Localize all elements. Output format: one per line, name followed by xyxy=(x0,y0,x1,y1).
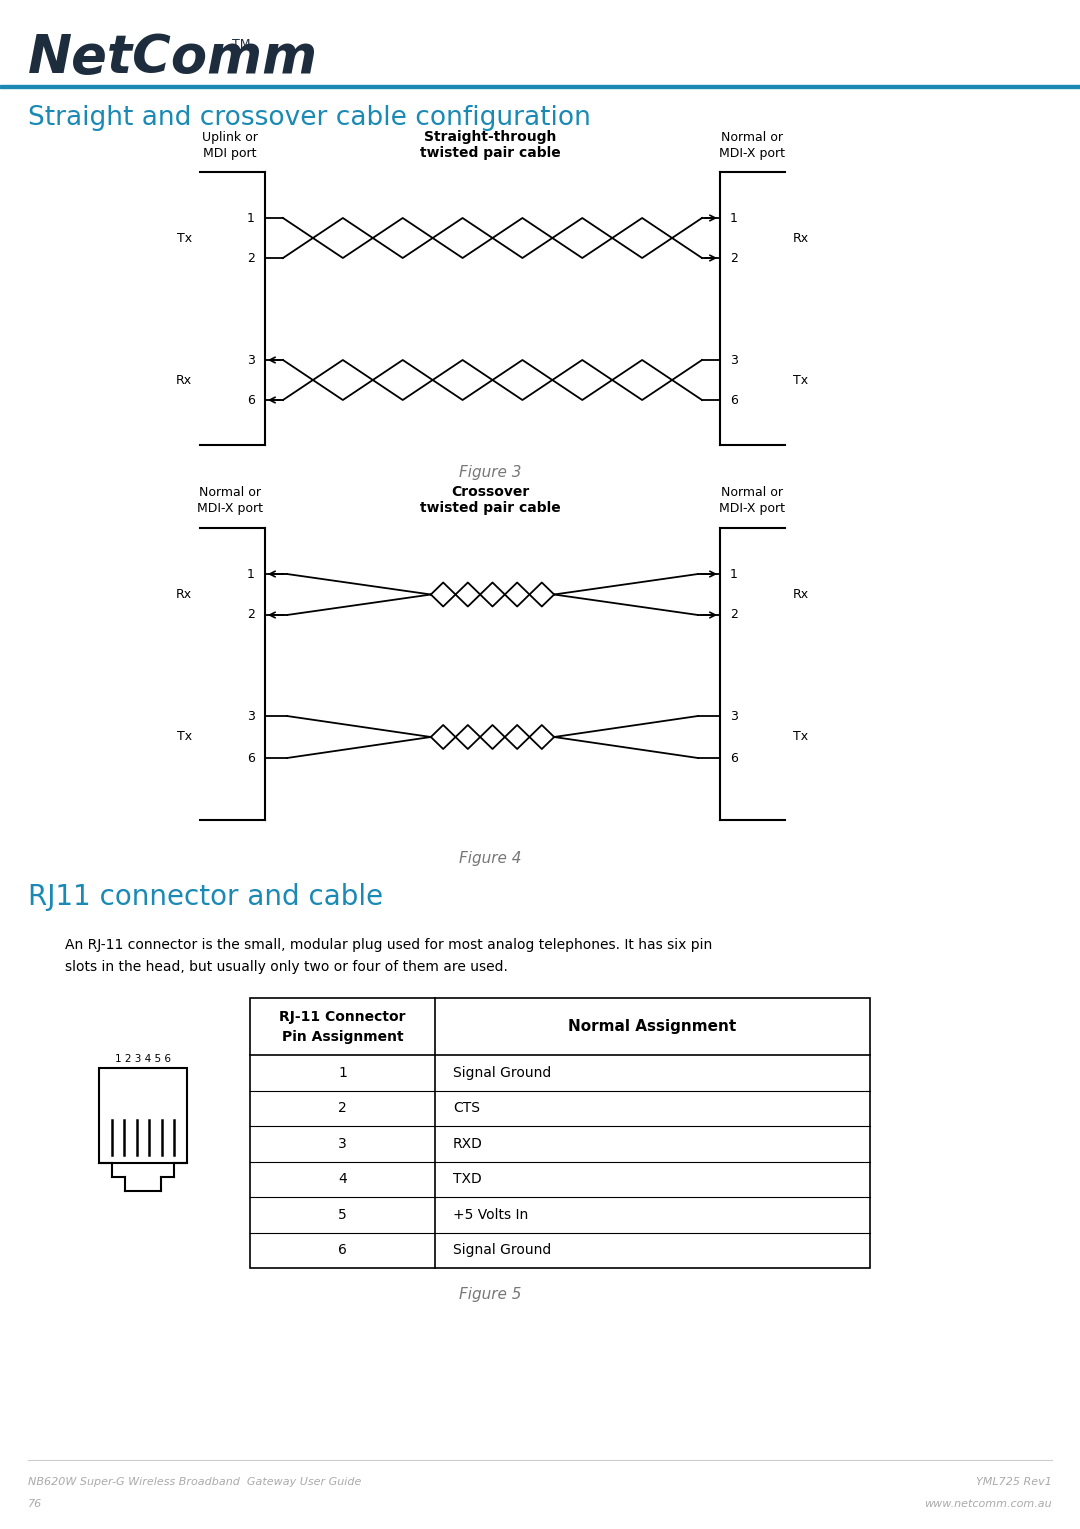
Text: 4: 4 xyxy=(338,1173,347,1187)
Text: RJ-11 Connector: RJ-11 Connector xyxy=(280,1009,406,1023)
Text: 6: 6 xyxy=(730,393,738,407)
Text: Pin Assignment: Pin Assignment xyxy=(282,1029,403,1043)
Text: 1 2 3 4 5 6: 1 2 3 4 5 6 xyxy=(114,1053,171,1064)
Text: 76: 76 xyxy=(28,1498,42,1509)
Text: Figure 5: Figure 5 xyxy=(459,1287,522,1303)
Text: Uplink or: Uplink or xyxy=(202,131,258,144)
Text: 1: 1 xyxy=(730,567,738,581)
Text: 3: 3 xyxy=(730,709,738,723)
Text: 2: 2 xyxy=(338,1101,347,1115)
Text: Signal Ground: Signal Ground xyxy=(453,1243,551,1257)
Text: 3: 3 xyxy=(247,709,255,723)
Text: MDI port: MDI port xyxy=(203,147,257,161)
Text: Signal Ground: Signal Ground xyxy=(453,1066,551,1079)
Text: Rx: Rx xyxy=(793,231,809,245)
Text: slots in the head, but usually only two or four of them are used.: slots in the head, but usually only two … xyxy=(65,960,508,974)
Bar xyxy=(249,998,870,1268)
Bar xyxy=(0,86,1080,89)
Text: TM: TM xyxy=(232,38,251,50)
Text: 1: 1 xyxy=(730,211,738,225)
Text: 6: 6 xyxy=(730,751,738,764)
Text: Rx: Rx xyxy=(176,589,192,601)
Text: 2: 2 xyxy=(730,251,738,265)
Text: NB620W Super-G Wireless Broadband  Gateway User Guide: NB620W Super-G Wireless Broadband Gatewa… xyxy=(28,1477,362,1488)
Text: NetComm: NetComm xyxy=(28,32,319,84)
Text: 6: 6 xyxy=(247,393,255,407)
Text: RJ11 connector and cable: RJ11 connector and cable xyxy=(28,884,383,911)
Text: Rx: Rx xyxy=(793,589,809,601)
Text: MDI-X port: MDI-X port xyxy=(197,502,264,515)
Text: 6: 6 xyxy=(247,751,255,764)
Text: Tx: Tx xyxy=(177,731,192,743)
Text: 3: 3 xyxy=(730,353,738,367)
Text: 1: 1 xyxy=(338,1066,347,1079)
Text: Tx: Tx xyxy=(793,731,808,743)
Text: +5 Volts In: +5 Volts In xyxy=(453,1208,528,1222)
Text: YML725 Rev1: YML725 Rev1 xyxy=(976,1477,1052,1488)
Text: MDI-X port: MDI-X port xyxy=(719,502,785,515)
Text: twisted pair cable: twisted pair cable xyxy=(420,145,561,161)
Text: Normal or: Normal or xyxy=(199,486,261,498)
Text: Tx: Tx xyxy=(793,373,808,387)
Bar xyxy=(99,1067,187,1164)
Text: 2: 2 xyxy=(730,609,738,621)
Text: 5: 5 xyxy=(338,1208,347,1222)
Text: CTS: CTS xyxy=(453,1101,480,1115)
Text: RXD: RXD xyxy=(453,1136,483,1151)
Text: Rx: Rx xyxy=(176,373,192,387)
Text: 2: 2 xyxy=(247,609,255,621)
Text: 1: 1 xyxy=(247,567,255,581)
Text: Figure 4: Figure 4 xyxy=(459,850,522,865)
Text: Tx: Tx xyxy=(177,231,192,245)
Text: Normal Assignment: Normal Assignment xyxy=(568,1018,737,1034)
Text: 1: 1 xyxy=(247,211,255,225)
Text: Normal or: Normal or xyxy=(721,486,783,498)
Text: Figure 3: Figure 3 xyxy=(459,465,522,480)
Text: www.netcomm.com.au: www.netcomm.com.au xyxy=(924,1498,1052,1509)
Text: 3: 3 xyxy=(247,353,255,367)
Text: TXD: TXD xyxy=(453,1173,482,1187)
Text: An RJ-11 connector is the small, modular plug used for most analog telephones. I: An RJ-11 connector is the small, modular… xyxy=(65,937,712,953)
Text: 3: 3 xyxy=(338,1136,347,1151)
Text: Straight and crossover cable configuration: Straight and crossover cable configurati… xyxy=(28,106,591,131)
Text: Straight-through: Straight-through xyxy=(423,130,556,144)
Text: 6: 6 xyxy=(338,1243,347,1257)
Text: 2: 2 xyxy=(247,251,255,265)
Text: MDI-X port: MDI-X port xyxy=(719,147,785,161)
Text: Normal or: Normal or xyxy=(721,131,783,144)
Text: Crossover: Crossover xyxy=(450,485,529,498)
Text: twisted pair cable: twisted pair cable xyxy=(420,502,561,515)
